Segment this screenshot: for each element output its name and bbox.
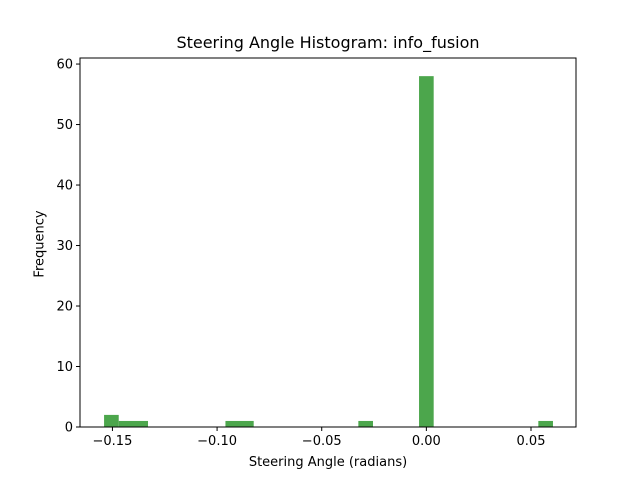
x-tick-label: −0.15: [93, 434, 133, 449]
y-tick-label: 40: [56, 179, 73, 194]
y-axis-label: Frequency: [32, 210, 48, 278]
histogram-bar: [225, 420, 254, 427]
x-tick-label: −0.10: [197, 434, 237, 449]
y-tick-label: 60: [56, 58, 73, 73]
chart-title: Steering Angle Histogram: info_fusion: [176, 33, 480, 52]
y-axis-ticks: 0 10 20 30 40 50 60: [56, 58, 80, 436]
bars-group: [104, 76, 553, 428]
histogram-bar: [419, 76, 434, 428]
x-axis-ticks: −0.15 −0.10 −0.05 0.00 0.05: [93, 427, 546, 449]
y-tick-label: 10: [56, 360, 73, 375]
x-axis-label: Steering Angle (radians): [248, 455, 408, 470]
x-tick-label: −0.05: [302, 434, 342, 449]
y-tick-label: 20: [56, 300, 73, 315]
y-tick-label: 30: [56, 239, 73, 254]
x-tick-label: 0.00: [412, 434, 441, 449]
y-tick-label: 0: [65, 421, 73, 436]
plot-frame: [79, 57, 577, 428]
histogram-bar: [104, 414, 119, 427]
y-tick-label: 50: [56, 118, 73, 133]
x-tick-label: 0.05: [517, 434, 546, 449]
histogram-bar: [538, 420, 553, 427]
histogram-bar: [118, 420, 149, 427]
histogram-bar: [358, 420, 373, 427]
